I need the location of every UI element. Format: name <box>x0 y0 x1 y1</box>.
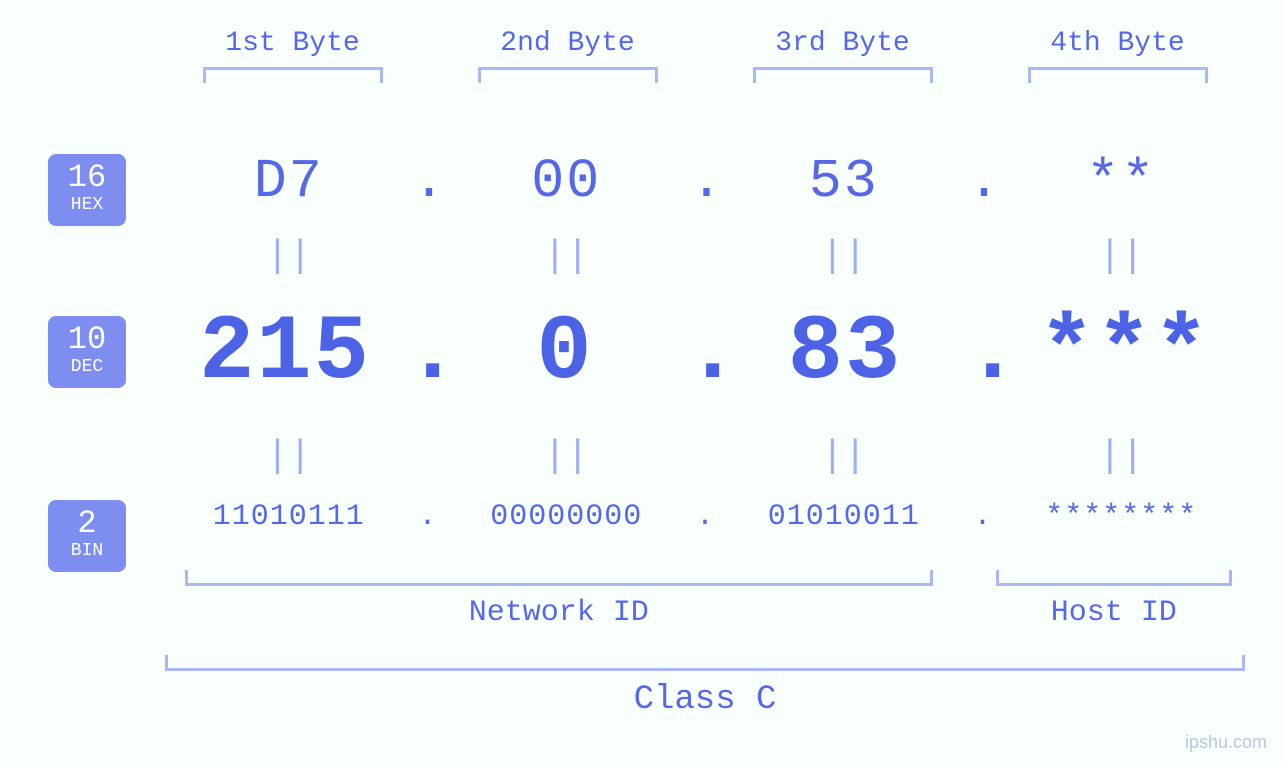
bracket-icon <box>165 655 1245 671</box>
byte-headers-row: 1st Byte 2nd Byte 3rd Byte 4th Byte <box>165 28 1245 83</box>
bin-base: 2 <box>48 508 126 540</box>
bracket-icon <box>753 67 933 83</box>
dot-icon: . <box>690 500 720 534</box>
host-id-label: Host ID <box>983 596 1246 630</box>
hex-badge: 16 HEX <box>48 154 126 226</box>
bin-byte-4: ******** <box>998 500 1246 534</box>
equals-row-1: || || || || <box>165 235 1245 278</box>
dot-icon: . <box>690 150 720 213</box>
dec-row: 215 . 0 . 83 . *** <box>165 300 1245 405</box>
hex-byte-2: 00 <box>443 150 691 213</box>
dec-label: DEC <box>48 358 126 378</box>
dot-icon: . <box>685 300 725 405</box>
bracket-icon <box>203 67 383 83</box>
byte-header-1: 1st Byte <box>165 28 420 83</box>
equals-icon: || <box>998 435 1246 478</box>
byte-label-1: 1st Byte <box>165 28 420 59</box>
byte-header-3: 3rd Byte <box>715 28 970 83</box>
bin-badge: 2 BIN <box>48 500 126 572</box>
hex-row: D7 . 00 . 53 . ** <box>165 150 1245 213</box>
equals-icon: || <box>720 235 968 278</box>
dec-base: 10 <box>48 324 126 356</box>
byte-header-4: 4th Byte <box>990 28 1245 83</box>
equals-icon: || <box>443 235 691 278</box>
bin-label: BIN <box>48 542 126 562</box>
equals-row-2: || || || || <box>165 435 1245 478</box>
bracket-icon <box>1028 67 1208 83</box>
dec-byte-1: 215 <box>165 300 405 405</box>
hex-label: HEX <box>48 196 126 216</box>
equals-icon: || <box>165 435 413 478</box>
class-bracket: Class C <box>165 655 1245 719</box>
network-host-row: Network ID Host ID <box>165 570 1245 630</box>
equals-icon: || <box>165 235 413 278</box>
bracket-icon <box>478 67 658 83</box>
bracket-icon <box>996 570 1232 586</box>
byte-header-2: 2nd Byte <box>440 28 695 83</box>
dot-icon: . <box>968 150 998 213</box>
equals-icon: || <box>720 435 968 478</box>
dec-byte-4: *** <box>1005 300 1245 405</box>
dec-byte-3: 83 <box>725 300 965 405</box>
bin-byte-2: 00000000 <box>443 500 691 534</box>
dec-byte-2: 0 <box>445 300 685 405</box>
bin-byte-3: 01010011 <box>720 500 968 534</box>
host-id-bracket: Host ID <box>983 570 1246 630</box>
byte-label-3: 3rd Byte <box>715 28 970 59</box>
dot-icon: . <box>413 150 443 213</box>
dot-icon: . <box>413 500 443 534</box>
bracket-icon <box>185 570 933 586</box>
dot-icon: . <box>968 500 998 534</box>
network-id-bracket: Network ID <box>165 570 953 630</box>
equals-icon: || <box>998 235 1246 278</box>
watermark: ipshu.com <box>1185 732 1267 753</box>
dec-badge: 10 DEC <box>48 316 126 388</box>
class-label: Class C <box>165 681 1245 719</box>
bin-row: 11010111 . 00000000 . 01010011 . *******… <box>165 500 1245 534</box>
hex-byte-4: ** <box>998 150 1246 213</box>
hex-byte-3: 53 <box>720 150 968 213</box>
dot-icon: . <box>965 300 1005 405</box>
bin-byte-1: 11010111 <box>165 500 413 534</box>
hex-byte-1: D7 <box>165 150 413 213</box>
equals-icon: || <box>443 435 691 478</box>
byte-label-4: 4th Byte <box>990 28 1245 59</box>
diagram-container: 1st Byte 2nd Byte 3rd Byte 4th Byte 16 H… <box>0 0 1285 767</box>
byte-label-2: 2nd Byte <box>440 28 695 59</box>
network-id-label: Network ID <box>165 596 953 630</box>
hex-base: 16 <box>48 162 126 194</box>
dot-icon: . <box>405 300 445 405</box>
